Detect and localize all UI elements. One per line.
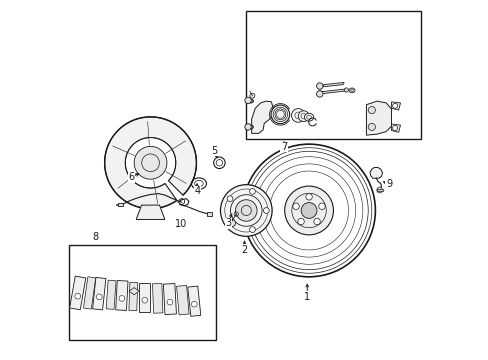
Text: 6: 6	[128, 172, 134, 182]
Text: 3: 3	[225, 218, 231, 228]
Circle shape	[96, 294, 102, 300]
Circle shape	[249, 189, 255, 194]
Circle shape	[392, 103, 397, 108]
Ellipse shape	[270, 105, 289, 124]
Polygon shape	[206, 212, 211, 216]
Circle shape	[191, 301, 197, 307]
Circle shape	[301, 203, 316, 219]
Circle shape	[227, 196, 232, 202]
Text: 1: 1	[304, 292, 310, 302]
Circle shape	[305, 194, 312, 200]
Ellipse shape	[304, 113, 313, 121]
Circle shape	[316, 83, 323, 89]
Text: 7: 7	[280, 142, 286, 152]
Polygon shape	[106, 280, 116, 309]
Polygon shape	[176, 285, 189, 315]
Circle shape	[284, 186, 333, 235]
Circle shape	[227, 219, 232, 225]
Ellipse shape	[348, 88, 354, 93]
Ellipse shape	[248, 125, 253, 129]
Circle shape	[376, 187, 382, 193]
Polygon shape	[391, 102, 400, 110]
Text: 10: 10	[174, 219, 186, 229]
Polygon shape	[366, 101, 391, 135]
Polygon shape	[116, 280, 128, 310]
Polygon shape	[376, 189, 382, 192]
Circle shape	[220, 185, 271, 236]
Circle shape	[344, 88, 348, 92]
Circle shape	[228, 220, 235, 226]
Text: 9: 9	[385, 179, 391, 189]
Circle shape	[249, 93, 254, 98]
Polygon shape	[92, 278, 106, 310]
Ellipse shape	[291, 109, 305, 122]
Circle shape	[292, 203, 299, 210]
Text: 4: 4	[194, 186, 200, 197]
Circle shape	[367, 123, 375, 131]
Bar	[69, 244, 215, 339]
Circle shape	[317, 91, 321, 95]
Circle shape	[297, 218, 304, 225]
Circle shape	[249, 227, 255, 233]
Polygon shape	[139, 283, 150, 312]
Polygon shape	[152, 283, 163, 313]
Circle shape	[167, 299, 172, 305]
Polygon shape	[251, 101, 273, 134]
Polygon shape	[129, 288, 139, 295]
Circle shape	[242, 144, 375, 277]
Text: 2: 2	[241, 245, 247, 255]
Circle shape	[313, 218, 320, 225]
Circle shape	[244, 97, 251, 104]
Circle shape	[367, 107, 375, 114]
Polygon shape	[129, 283, 138, 311]
Bar	[246, 12, 421, 139]
Circle shape	[263, 208, 269, 213]
Circle shape	[244, 124, 251, 130]
Text: 5: 5	[210, 145, 217, 156]
Polygon shape	[136, 205, 164, 220]
Circle shape	[392, 126, 397, 131]
Polygon shape	[69, 276, 86, 310]
Ellipse shape	[298, 111, 308, 122]
Polygon shape	[163, 284, 176, 315]
Polygon shape	[104, 117, 196, 209]
Text: 8: 8	[92, 232, 99, 242]
Circle shape	[142, 297, 147, 303]
Circle shape	[134, 147, 166, 179]
Polygon shape	[391, 124, 400, 132]
Polygon shape	[187, 286, 201, 316]
Circle shape	[318, 203, 325, 210]
Polygon shape	[322, 82, 344, 87]
Circle shape	[75, 293, 81, 299]
Polygon shape	[369, 167, 382, 178]
Polygon shape	[118, 203, 123, 206]
Ellipse shape	[248, 99, 253, 103]
Circle shape	[119, 296, 124, 301]
Circle shape	[235, 200, 257, 221]
Polygon shape	[83, 277, 96, 309]
Circle shape	[316, 91, 323, 97]
Polygon shape	[319, 89, 346, 94]
